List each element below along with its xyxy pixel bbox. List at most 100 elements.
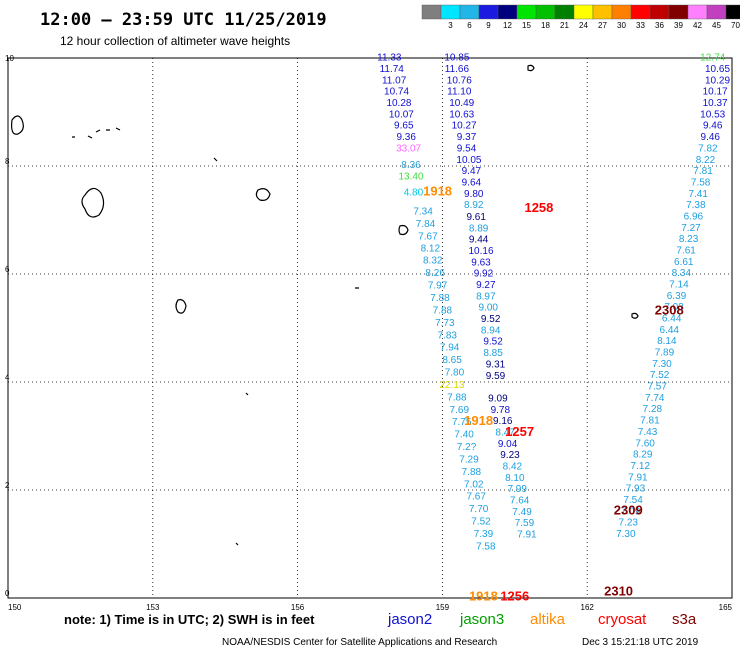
wave-reading: 9.36 [396,132,416,143]
wave-reading: 7.89 [655,348,675,359]
lon-tick-label: 159 [436,603,450,612]
wave-reading: 7.29 [459,454,479,465]
wave-reading: 9.92 [474,269,494,280]
legend-label: 36 [655,21,664,30]
wave-reading: 10.53 [700,109,725,120]
legend-label: 33 [636,21,645,30]
wave-reading: 8.36 [401,160,421,171]
wave-reading: 9.52 [481,314,501,325]
wave-height-readings: 11.3311.7411.0710.7410.2810.079.659.3633… [377,53,730,553]
legend-label: 18 [541,21,550,30]
wave-reading: 9.09 [488,393,508,404]
wave-reading: 8.85 [483,348,503,359]
lon-tick-label: 165 [719,603,733,612]
wave-reading: 7.52 [650,370,670,381]
wave-reading: 7.23 [618,518,638,529]
legend-label: 70 [731,21,740,30]
wave-reading: 9.47 [462,166,482,177]
wave-reading: 13.40 [399,172,424,183]
wave-reading: 7.75 [452,417,472,428]
lat-tick-label: 6 [5,265,10,274]
wave-reading: 7.49 [512,507,532,518]
track-label: 2308 [655,303,684,318]
wave-reading: 7.93 [626,484,646,495]
map-frame [7,57,733,599]
wave-reading: 9.59 [486,371,506,382]
wave-reading: 9.80 [464,189,484,200]
island-outline [631,312,639,319]
legend-label: 45 [712,21,721,30]
legend-swatch [611,4,632,20]
wave-reading: 7.38 [686,200,706,211]
legend-swatch [554,4,575,20]
legend-label: 12 [503,21,512,30]
wave-reading: 7.03 [664,302,684,313]
island-outline [11,115,24,135]
wave-reading: 12.74 [700,53,725,64]
wave-reading: 7.81 [640,416,660,427]
legend-label: 24 [579,21,588,30]
island-outline [527,64,535,72]
wave-reading: 7.60 [635,438,655,449]
legend-swatch [440,4,461,20]
wave-reading: 9.46 [703,121,723,132]
track-label: 1918 [469,589,498,604]
lat-tick-label: 2 [5,481,10,490]
wave-reading: 7.14 [669,280,689,291]
wave-reading: 9.16 [493,416,513,427]
footer-note: note: 1) Time is in UTC; 2) SWH is in fe… [64,612,315,627]
wave-reading: 11.66 [445,64,470,75]
wave-reading: 11.07 [382,75,407,86]
wave-reading: 10.65 [705,64,730,75]
wave-reading: 9.54 [457,143,477,154]
wave-reading: 9.64 [462,177,482,188]
legend-label: 42 [693,21,702,30]
wave-reading: 7.80 [445,368,465,379]
wave-reading: 6.44 [660,325,680,336]
wave-reading: 8.47 [495,427,515,438]
wave-reading: 22.13 [440,380,465,391]
wave-reading: 7.84 [416,219,436,230]
wave-reading: 9.27 [476,280,496,291]
wave-reading: 10.07 [389,109,414,120]
wave-reading: 8.32 [423,256,443,267]
legend-label: 30 [617,21,626,30]
legend-label: 3 [448,21,453,30]
wave-reading: 9.00 [479,303,499,314]
wave-reading: 7.52 [471,517,491,528]
wave-reading: 6.44 [662,314,682,325]
wave-reading: 10.49 [449,98,474,109]
wave-reading: 7.73 [435,318,455,329]
wave-reading: 8.22 [696,155,716,166]
island-outline [72,136,359,546]
lon-tick-label: 150 [8,603,22,612]
legend-label: 27 [598,21,607,30]
wave-reading: 8.65 [442,355,462,366]
wave-reading: 10.05 [456,155,481,166]
wave-reading: 7.81 [693,166,713,177]
wave-reading: 8.42 [503,461,523,472]
legend-label: 39 [674,21,683,30]
satellite-legend: jason2 jason3 altika cryosat s3a [387,611,697,628]
wave-reading: 7.12 [631,461,651,472]
wave-reading: 10.27 [452,121,477,132]
legend-swatch [592,4,613,20]
track-labels: 1258 1257 1256 2308 2309 2310 1918 1918 1918 [423,184,684,604]
wave-reading: 7.59 [515,518,535,529]
wave-reading: 7.64 [510,496,530,507]
legend-label: 15 [522,21,531,30]
legend-swatch [687,4,708,20]
wave-reading: 7.69 [450,405,470,416]
wave-reading: 7.82 [698,143,718,154]
wave-reading: 7.91 [628,472,648,483]
wave-reading: 33.07 [396,143,421,154]
wave-reading: 7.91 [517,530,537,541]
wave-reading: 9.04 [498,439,518,450]
wave-reading: 11.33 [377,53,402,64]
satellite-name: jason2 [387,611,432,628]
legend-swatch [725,4,740,20]
wave-reading: 7.94 [440,343,460,354]
wave-reading: 8.29 [633,450,653,461]
wave-reading: 7.30 [616,529,636,540]
lon-tick-label: 156 [291,603,305,612]
